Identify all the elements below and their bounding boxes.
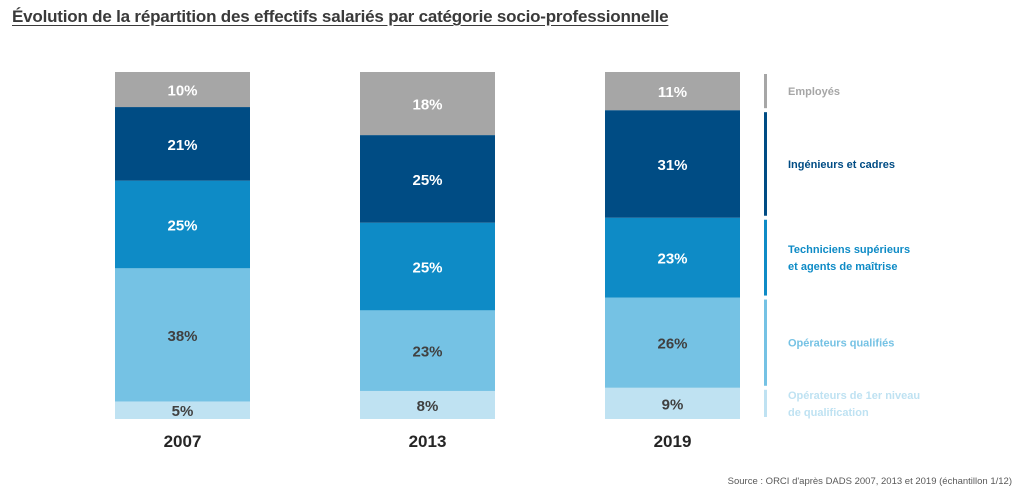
data-label: 11% (658, 84, 687, 101)
legend-label: Opérateurs de 1er niveau (788, 390, 920, 402)
bar-segment (605, 387, 740, 419)
category-label: 2013 (409, 432, 447, 451)
data-label: 26% (657, 336, 687, 353)
legend-label: Opérateurs qualifiés (788, 338, 894, 350)
bar-segment (360, 390, 495, 419)
legend-marker (764, 219, 767, 296)
data-label: 25% (412, 172, 442, 189)
bar-segment (360, 310, 495, 391)
legend-label: de qualification (788, 407, 869, 419)
bar-segment (115, 268, 250, 402)
bar-segment (115, 180, 250, 269)
data-label: 38% (167, 328, 197, 345)
bar-segment (115, 72, 250, 108)
legend-marker (764, 299, 767, 386)
data-label: 31% (657, 157, 687, 174)
legend-label: Ingénieurs et cadres (788, 159, 895, 171)
source-note: Source : ORCI d'après DADS 2007, 2013 et… (727, 476, 1012, 487)
legend-marker (764, 389, 767, 417)
data-label: 5% (172, 403, 194, 420)
bar-segment (605, 72, 740, 111)
stacked-bar-chart: 5% 38% 25% 21% 10% 2007 8% 23% 25% 25% 18% 2013 9% 26… (115, 72, 920, 451)
data-label: 23% (657, 251, 687, 268)
legend-marker (764, 112, 767, 216)
data-label: 23% (412, 344, 442, 361)
bar-segment (605, 297, 740, 388)
data-label: 9% (662, 396, 684, 413)
data-label: 10% (167, 83, 197, 100)
chart-title: Évolution de la répartition des effectif… (12, 7, 669, 26)
category-label: 2007 (164, 432, 202, 451)
legend-label: Employés (788, 86, 840, 98)
data-label: 8% (417, 398, 439, 415)
bar-segment (605, 217, 740, 298)
data-label: 25% (167, 217, 197, 234)
legend-label: Techniciens supérieurs (788, 244, 910, 256)
bar-segment (605, 110, 740, 218)
bar-segment (115, 401, 250, 419)
bar-segment (115, 107, 250, 181)
category-label: 2019 (654, 432, 692, 451)
legend-marker (764, 74, 767, 109)
bar-segment (360, 72, 495, 136)
data-label: 25% (412, 260, 442, 277)
bar-segment (360, 222, 495, 311)
bar-segment (360, 135, 495, 223)
data-label: 18% (412, 97, 442, 114)
legend-label: et agents de maîtrise (788, 261, 897, 273)
data-label: 21% (167, 137, 197, 154)
